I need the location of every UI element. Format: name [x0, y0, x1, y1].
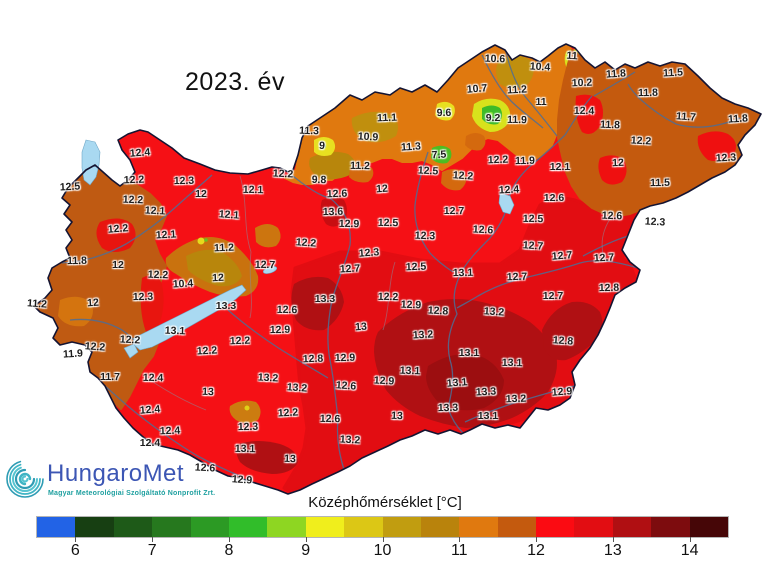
- colorbar-segment: [536, 517, 575, 537]
- ne-red-patch: [697, 131, 736, 162]
- west-red-patch: [140, 275, 164, 335]
- river-hernad: [504, 47, 558, 137]
- river-raba: [61, 174, 213, 264]
- colorbar-tick-label: 8: [224, 542, 234, 559]
- colorbar-segment: [612, 517, 652, 537]
- colorbar-segment: [190, 517, 229, 537]
- rivers: [61, 47, 741, 478]
- river-sio: [227, 309, 329, 379]
- year-title: 2023. év: [185, 68, 285, 96]
- colorbar-segment: [382, 517, 421, 537]
- colorbar-tick-mark: [459, 537, 461, 542]
- band-gold-patch: [309, 151, 356, 180]
- colorbar-tick-label: 6: [70, 542, 80, 559]
- hungaromet-swirl-icon: [6, 460, 44, 498]
- colorbar-tick-mark: [536, 537, 538, 542]
- bakony-green-spot: [204, 238, 208, 242]
- river-drava: [89, 371, 243, 478]
- colorbar-tick-mark: [152, 537, 154, 542]
- band-gold-patch: [496, 56, 534, 88]
- baranya-dark-red-patch: [236, 441, 298, 474]
- southeast-dark-red-patch: [542, 301, 603, 361]
- orange-speckle: [349, 165, 374, 183]
- county-borders: [149, 175, 613, 411]
- colorbar-tick-label: 7: [147, 542, 157, 559]
- mecsek-yellow-spot: [244, 405, 250, 411]
- bakony-yellow-spot: [180, 280, 186, 286]
- colorbar-tick-mark: [382, 537, 384, 542]
- river-koros: [456, 260, 639, 309]
- west-red-patch: [96, 218, 136, 252]
- matra-green-core: [442, 109, 448, 115]
- river-zagyva: [414, 151, 454, 273]
- colorbar-tick-mark: [689, 537, 691, 542]
- colorbar-segment: [113, 517, 153, 537]
- colorbar-tick-label: 9: [301, 542, 311, 559]
- colorbar-tick-mark: [612, 537, 614, 542]
- colorbar-segment: [75, 517, 114, 537]
- country-border: [33, 43, 762, 495]
- orange-speckle: [441, 169, 467, 191]
- river-tisza: [447, 95, 593, 434]
- logo-subtitle: Magyar Meteorológiai Szolgáltató Nonprof…: [48, 490, 216, 497]
- lakes: [81, 139, 515, 359]
- colorbar-segment: [37, 517, 76, 537]
- band-gold-patch: [351, 111, 398, 143]
- lake-balaton: [132, 284, 247, 351]
- river-koros-branch: [582, 235, 629, 257]
- river-bodrog: [593, 71, 636, 97]
- lake-velence: [262, 266, 278, 274]
- colorbar-segment: [267, 517, 306, 537]
- lake-kis-balaton: [123, 343, 139, 359]
- lake-tisza: [498, 192, 515, 215]
- temperature-colorbar: [36, 516, 729, 538]
- mezofold-dark-red-patch: [291, 276, 344, 331]
- colorbar-tick-label: 14: [680, 542, 699, 559]
- river-zala: [69, 318, 136, 342]
- colorbar-segment: [574, 517, 613, 537]
- colorbar-segment: [228, 517, 268, 537]
- orange-speckle: [465, 133, 486, 151]
- kekes-dark-green-spot: [438, 153, 442, 157]
- colorbar-tick-label: 13: [603, 542, 622, 559]
- colorbar-segment: [344, 517, 383, 537]
- river-sajo: [481, 54, 544, 129]
- river-danube: [287, 171, 351, 477]
- colorbar-tick-label: 11: [450, 542, 468, 559]
- ne-red-patch: [575, 94, 603, 134]
- bakony-yellow-spot: [197, 237, 205, 245]
- lake-ferto: [81, 139, 101, 186]
- colorbar-segment: [420, 517, 460, 537]
- borzsony-green-core: [320, 143, 326, 149]
- bakony-gold-core: [186, 249, 242, 287]
- colorbar-tick-label: 12: [527, 542, 545, 559]
- river-maros: [464, 385, 575, 423]
- colorbar-segment: [459, 517, 498, 537]
- colorbar-segment: [152, 517, 191, 537]
- colorbar-ticks: 6 7 8 9 10 11 12 13 14: [37, 537, 728, 563]
- hungaromet-logo: HungaroMet Magyar Meteorológiai Szolgált…: [2, 452, 232, 508]
- budapest-dark-patch: [320, 197, 347, 227]
- colorbar-segment: [497, 517, 537, 537]
- colorbar-tick-mark: [228, 537, 230, 542]
- colorbar-segment: [689, 517, 729, 537]
- river-szamos: [627, 83, 741, 128]
- mecsek-orange-patch: [229, 400, 261, 423]
- logo-name: HungaroMet: [47, 460, 185, 487]
- ne-red-patch: [598, 155, 627, 185]
- colorbar-segment: [651, 517, 690, 537]
- south-darkest-core: [426, 353, 504, 411]
- colorbar-tick-label: 10: [373, 542, 392, 559]
- colorbar-tick-mark: [305, 537, 307, 542]
- vertes-orange-patch: [255, 224, 281, 248]
- legend-title: Középhőmérséklet [°C]: [308, 494, 462, 511]
- bukk-bright-green-spot: [489, 112, 493, 116]
- colorbar-tick-mark: [75, 537, 77, 542]
- colorbar-segment: [305, 517, 345, 537]
